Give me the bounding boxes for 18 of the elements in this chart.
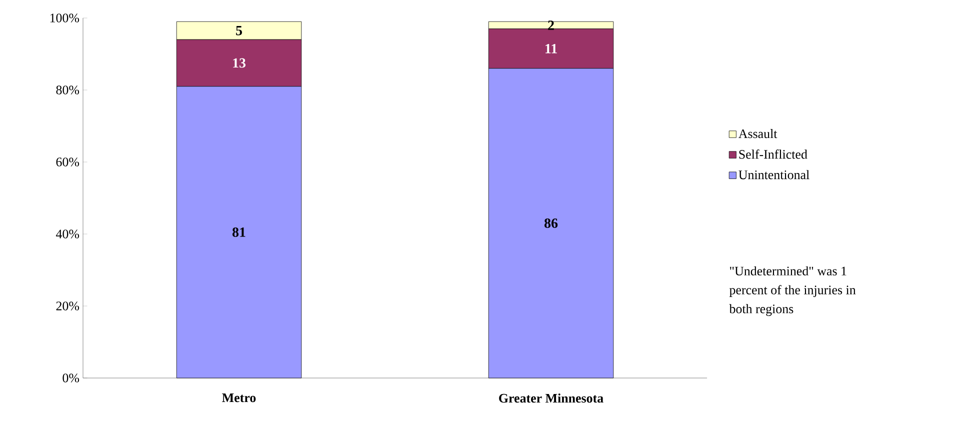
y-tick-label: 100%: [50, 14, 80, 22]
data-label: 5: [236, 26, 242, 36]
y-tick-label: 80%: [56, 86, 80, 94]
legend-label: Self-Inflicted: [739, 149, 808, 159]
text: "Undetermined" was 1 percent of the injuries in both regions: [729, 266, 856, 316]
legend-label: Assault: [738, 129, 778, 138]
x-tick-label: Greater Minnesota: [499, 394, 604, 403]
data-label: 81: [232, 227, 246, 237]
y-tick-label: 0%: [62, 374, 80, 382]
data-label: 2: [548, 20, 554, 30]
data-label: 11: [546, 44, 557, 54]
y-tick-label: 40%: [56, 230, 80, 238]
legend-label: Unintentional: [738, 170, 810, 180]
x-tick-label: Metro: [222, 394, 256, 402]
data-label: 86: [544, 218, 558, 228]
y-tick-label: 60%: [56, 158, 80, 166]
y-tick-label: 20%: [56, 302, 80, 310]
data-label: 13: [233, 58, 246, 68]
